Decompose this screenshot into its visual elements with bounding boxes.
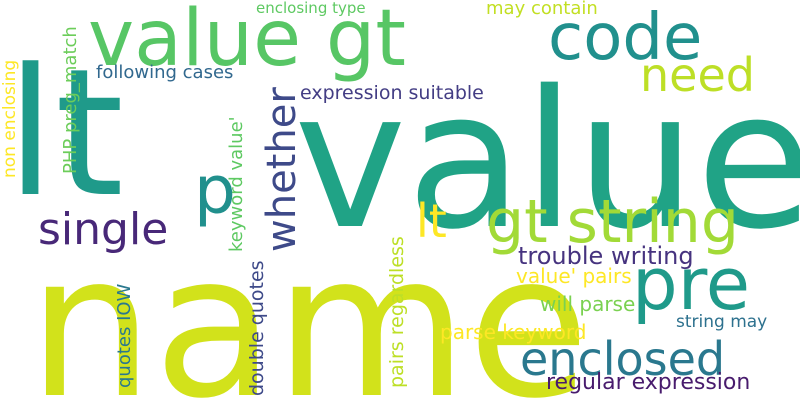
word-pairs-regardless: pairs regardless xyxy=(386,236,408,388)
word-value: value xyxy=(294,50,800,271)
word-expression-suitable: expression suitable xyxy=(300,82,484,104)
word-php-preg-match: PHP preg_match xyxy=(60,26,81,174)
word-enclosing-type: enclosing type xyxy=(256,0,366,17)
word-enclosed: enclosed xyxy=(520,332,726,386)
word-trouble-writing: trouble writing xyxy=(518,242,694,270)
word-single: single xyxy=(38,204,169,255)
word-quotes-iow: quotes IOW xyxy=(114,283,135,388)
word-will-parse: will parse xyxy=(540,292,636,316)
word-p: p xyxy=(194,152,236,229)
word-string-may: string may xyxy=(676,312,768,332)
word-gt-string: gt string xyxy=(486,187,739,257)
word-may-contain: may contain xyxy=(486,0,598,19)
word-whether: whether xyxy=(259,87,305,252)
word-non-enclosing: non enclosing xyxy=(0,59,20,178)
word-need: need xyxy=(640,48,755,102)
word-keyword-value: keyword value' xyxy=(226,116,247,252)
word-pre: pre xyxy=(632,242,751,326)
word-parse-keyword: parse keyword xyxy=(440,320,587,344)
word-name: name xyxy=(28,211,590,400)
word-code: code xyxy=(548,1,703,75)
word-lt: lt xyxy=(6,31,124,236)
word-value-pairs: value' pairs xyxy=(516,264,632,288)
word-lt-small: lt xyxy=(416,194,447,248)
word-value-gt: value gt xyxy=(88,0,406,84)
word-double-quotes: double quotes xyxy=(246,260,268,396)
word-following-cases: following cases xyxy=(96,62,234,83)
word-regular-expression: regular expression xyxy=(546,370,751,395)
